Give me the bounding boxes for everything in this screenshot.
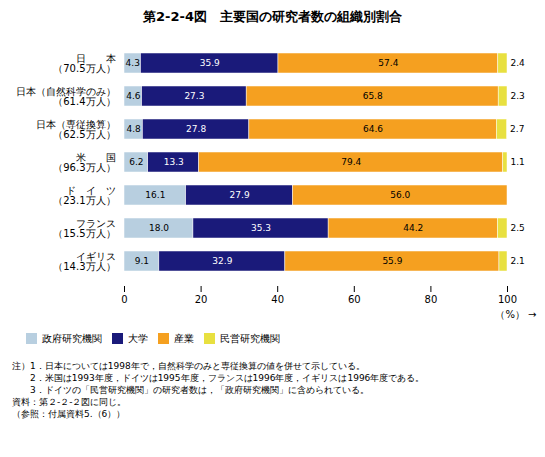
- svg-text:イギリス（14.3万人）: イギリス（14.3万人）: [53, 251, 115, 272]
- svg-text:1.1: 1.1: [511, 157, 525, 167]
- html-text:大学: 大学: [128, 332, 148, 344]
- svg-text:27.9: 27.9: [230, 190, 250, 200]
- svg-text:32.9: 32.9: [212, 256, 232, 266]
- svg-text:60: 60: [348, 294, 361, 305]
- html-text:（参照：付属資料5.（6））: （参照：付属資料5.（6））: [12, 409, 126, 419]
- svg-text:日本（自然科学のみ）（61.4万人）: 日本（自然科学のみ）（61.4万人）: [16, 86, 116, 107]
- html-text:民営研究機関: 民営研究機関: [220, 332, 280, 344]
- html-text:2．米国は1993年度，ドイツは1995年度，フランスは19: 2．米国は1993年度，ドイツは1995年度，フランスは1996年度，イギリスは…: [12, 373, 425, 383]
- html-text:政府研究機関: 政府研究機関: [42, 332, 102, 344]
- svg-text:65.8: 65.8: [363, 91, 383, 101]
- svg-text:4.3: 4.3: [126, 58, 140, 68]
- svg-text:2.7: 2.7: [510, 124, 524, 134]
- html-text:資料：第２-２-２図に同じ。: 資料：第２-２-２図に同じ。: [12, 397, 127, 407]
- svg-text:ド イ ツ（23.1万人）: ド イ ツ（23.1万人）: [53, 185, 115, 206]
- svg-text:米 国（96.3万人）: 米 国（96.3万人）: [53, 152, 115, 173]
- svg-text:18.0: 18.0: [149, 223, 169, 233]
- svg-text:0: 0: [121, 294, 127, 305]
- svg-text:80: 80: [425, 294, 438, 305]
- svg-text:79.4: 79.4: [341, 157, 361, 167]
- svg-text:13.3: 13.3: [164, 157, 184, 167]
- svg-text:16.1: 16.1: [145, 190, 165, 200]
- svg-text:56.0: 56.0: [390, 190, 410, 200]
- svg-text:2.5: 2.5: [511, 223, 525, 233]
- html-text:注）1．日本については1998年で，自然科学のみと専従換算の: 注）1．日本については1998年で，自然科学のみと専従換算の値を併せて示している…: [12, 361, 365, 371]
- html-text:産業: 産業: [174, 332, 194, 344]
- svg-text:64.6: 64.6: [363, 124, 383, 134]
- svg-text:2.4: 2.4: [511, 58, 526, 68]
- svg-text:4.6: 4.6: [126, 91, 141, 101]
- svg-text:44.2: 44.2: [403, 223, 423, 233]
- svg-text:9.1: 9.1: [135, 256, 149, 266]
- svg-text:55.9: 55.9: [382, 256, 402, 266]
- html-text:3．ドイツの「民営研究機関」の研究者数は，「政府研究機関」に: 3．ドイツの「民営研究機関」の研究者数は，「政府研究機関」に含められている。: [12, 385, 369, 395]
- svg-text:4.8: 4.8: [127, 124, 142, 134]
- svg-text:20: 20: [195, 294, 208, 305]
- svg-text:フランス（15.5万人）: フランス（15.5万人）: [53, 218, 115, 239]
- svg-text:27.8: 27.8: [186, 124, 206, 134]
- svg-text:2.1: 2.1: [511, 256, 525, 266]
- svg-text:日 本（70.5万人）: 日 本（70.5万人）: [53, 53, 115, 74]
- svg-text:100: 100: [498, 294, 517, 305]
- svg-text:日本（専従換算）（62.5万人）: 日本（専従換算）（62.5万人）: [36, 119, 116, 140]
- svg-text:6.2: 6.2: [129, 157, 143, 167]
- svg-text:35.3: 35.3: [251, 223, 271, 233]
- svg-text:57.4: 57.4: [378, 58, 398, 68]
- svg-text:（%） →: （%） →: [495, 309, 536, 320]
- svg-text:2.3: 2.3: [511, 91, 525, 101]
- svg-text:35.9: 35.9: [200, 58, 220, 68]
- svg-text:40: 40: [271, 294, 284, 305]
- html-text:第2-2-4図 主要国の研究者数の組織別割合: 第2-2-4図 主要国の研究者数の組織別割合: [143, 9, 402, 24]
- svg-text:27.3: 27.3: [184, 91, 204, 101]
